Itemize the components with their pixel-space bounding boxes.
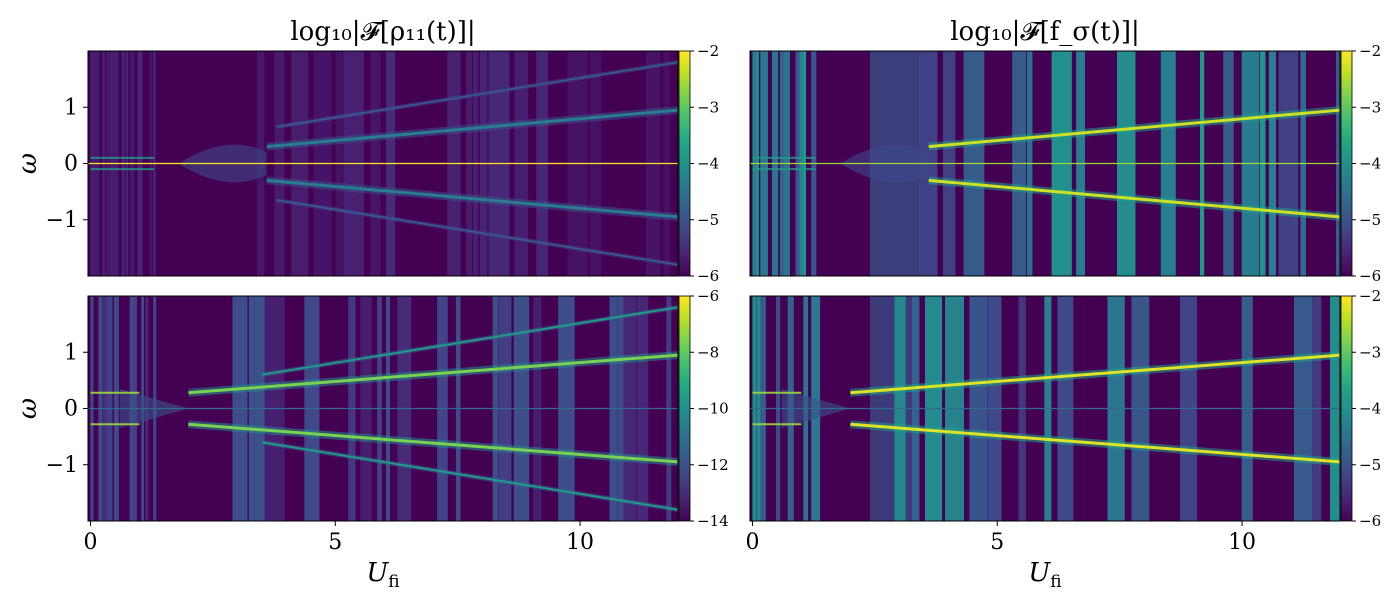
main-branch [188,422,678,464]
y-tick-label: 0 [64,152,78,177]
panel-2: log₁₀|𝓕[f_σ(t)]| −2 −3 −4 −5 −6 [749,17,1381,285]
x-axis-label: Ufi [366,558,399,592]
x-tick-label: 0 [745,530,759,555]
colorbar-tick-label: −2 [697,42,719,60]
colorbar-tick-label: −5 [1359,211,1381,229]
y-tick-label: 1 [64,340,78,365]
axes-frame [749,50,1341,277]
colorbar-gradient [1340,295,1353,522]
x-tick-label: 5 [990,530,1004,555]
colorbar-tick-label: −6 [1359,267,1381,285]
x-tick-label: 0 [83,530,97,555]
x-axis-label-subscript: fi [388,572,399,592]
y-axis-label: ω [13,153,43,174]
colorbar-gradient [678,50,691,277]
y-tick-label: −1 [46,453,78,478]
outer-branch [276,61,678,128]
heatmap-area [750,51,1340,276]
colorbar: −2 −3 −4 −5 −6 [1340,42,1381,285]
colorbar-tick-label: −5 [697,211,719,229]
panel-4: 0 5 10 Ufi −2 −3 −4 −5 −6 [745,287,1381,592]
axes-frame [749,295,1341,522]
y-axis-label: ω [13,398,43,419]
colorbar-tick-label: −14 [697,512,729,530]
colorbar-tick-label: −8 [697,343,719,361]
colorbar-gradient [1340,50,1353,277]
colorbar-tick-label: −12 [697,456,729,474]
colorbar-tick-label: −3 [1359,98,1381,116]
main-branch [928,108,1340,149]
outer-branch [261,441,678,511]
colorbar-tick-label: −4 [697,155,719,173]
colorbar-tick-label: −4 [1359,400,1381,418]
colorbar-tick-label: −2 [1359,42,1381,60]
y-tick-label: 1 [64,95,78,120]
colorbar-gradient [678,295,691,522]
main-branch [266,108,678,149]
colorbar: −2 −3 −4 −5 −6 [1340,287,1381,530]
colorbar-tick-label: −6 [697,267,719,285]
colorbar: −2 −3 −4 −5 −6 [678,42,719,285]
x-tick-label: 10 [566,530,594,555]
x-axis-label: Ufi [1028,558,1061,592]
colorbar-tick-label: −3 [697,98,719,116]
main-branch [850,353,1340,395]
main-branch [266,178,678,219]
x-axis-label-subscript: fi [1050,572,1061,592]
heatmap-area [750,296,1340,521]
y-tick-label: 0 [64,397,78,422]
colorbar-tick-label: −3 [1359,343,1381,361]
heatmap-area [88,51,678,276]
colorbar-tick-label: −2 [1359,287,1381,305]
outer-branch [261,306,678,376]
colorbar: −6 −8 −10 −12 −14 [678,287,729,530]
colorbar-tick-label: −10 [697,400,729,418]
main-branch [850,422,1340,464]
heatmap-area [88,296,678,521]
main-branch [188,353,678,395]
colorbar-tick-label: −6 [1359,512,1381,530]
x-tick-label: 10 [1228,530,1256,555]
y-tick-label: −1 [46,208,78,233]
colorbar-tick-label: −5 [1359,456,1381,474]
x-tick-label: 5 [328,530,342,555]
panel-1: 1 0 −1 log₁₀|𝓕[ρ₁₁(t)]| ω −2 −3 −4 −5 −6 [13,17,719,285]
panel-title: log₁₀|𝓕[f_σ(t)]| [950,17,1140,47]
panel-title: log₁₀|𝓕[ρ₁₁(t)]| [290,17,475,47]
outer-branch [276,199,678,266]
main-branch [928,178,1340,219]
colorbar-tick-label: −4 [1359,155,1381,173]
colorbar-tick-label: −6 [697,287,719,305]
